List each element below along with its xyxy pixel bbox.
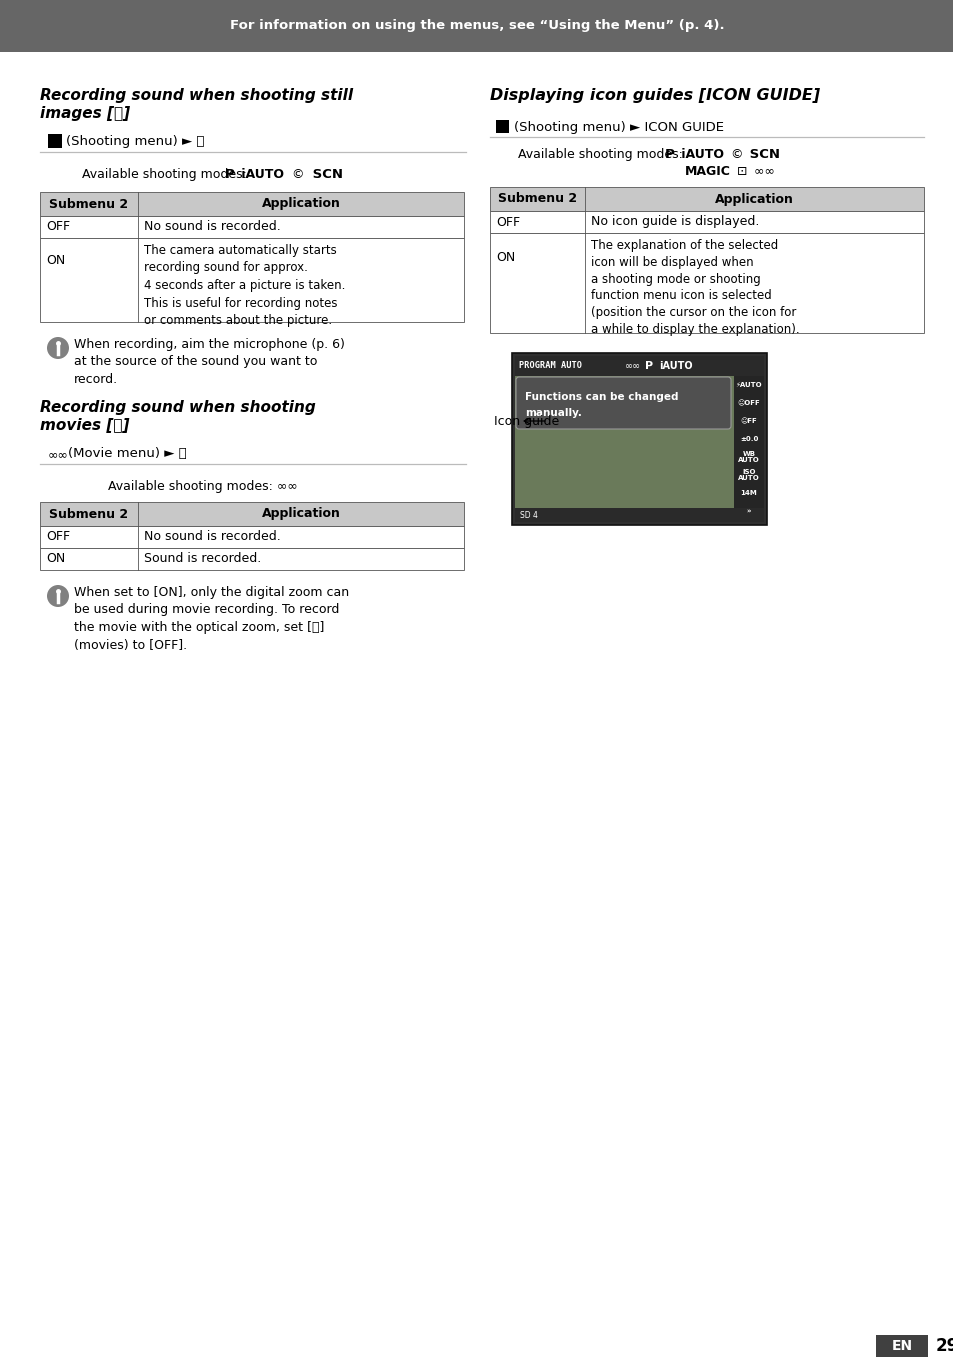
Text: The explanation of the selected
icon will be displayed when
a shooting mode or s: The explanation of the selected icon wil… [590,239,799,337]
Text: iAUTO: iAUTO [236,168,284,180]
FancyBboxPatch shape [516,377,730,429]
Bar [40,237,463,322]
Text: manually.: manually. [524,408,581,418]
Text: The camera automatically starts
recording sound for approx.
4 seconds after a pi: The camera automatically starts recordin… [144,244,345,327]
Text: »: » [746,508,750,514]
Text: iAUTO: iAUTO [677,148,723,161]
Text: WB
AUTO: WB AUTO [738,451,760,464]
Circle shape [47,337,69,360]
Bar [733,465,763,484]
Text: ⊡: ⊡ [732,166,747,178]
Bar [40,191,463,216]
Text: 29: 29 [935,1337,953,1356]
Text: OFF: OFF [496,216,519,228]
Text: ☹FF: ☹FF [740,418,757,425]
Bar [512,353,766,525]
Bar [733,413,763,430]
Bar [733,376,763,394]
Text: ±0.0: ±0.0 [739,436,758,442]
Bar [515,356,763,376]
Bar [48,134,62,148]
Text: ∞∞: ∞∞ [624,361,640,370]
Text: ON: ON [46,552,65,566]
Text: Functions can be changed: Functions can be changed [524,392,678,402]
Text: ON: ON [46,254,65,267]
Text: movies [०]: movies [०] [40,418,130,433]
Text: ©: © [288,168,304,180]
Text: ON: ON [496,251,515,265]
Text: Application: Application [715,193,793,205]
Bar [490,187,923,210]
Bar [733,448,763,465]
Text: No sound is recorded.: No sound is recorded. [144,531,280,544]
Text: Available shooting modes:: Available shooting modes: [82,168,247,180]
Text: 14M: 14M [740,490,757,497]
Text: ☹OFF: ☹OFF [737,400,760,406]
Text: SD 4: SD 4 [519,510,537,520]
Text: Icon guide: Icon guide [494,414,558,427]
Circle shape [47,585,69,607]
Text: Available shooting modes: ∞∞: Available shooting modes: ∞∞ [108,480,297,493]
Bar [40,548,463,570]
Text: When recording, aim the microphone (p. 6)
at the source of the sound you want to: When recording, aim the microphone (p. 6… [74,338,345,385]
Text: ⚡AUTO: ⚡AUTO [735,383,761,388]
Text: P: P [664,148,674,161]
Text: Application: Application [261,508,340,521]
Text: ∞∞: ∞∞ [48,448,69,461]
Text: (Shooting menu) ► ०: (Shooting menu) ► ० [66,134,204,148]
Bar [490,210,923,233]
Text: P: P [225,168,234,180]
Text: P: P [644,361,653,370]
Bar [40,216,463,237]
Bar [40,502,463,527]
Bar [733,484,763,502]
Text: Available shooting modes:: Available shooting modes: [517,148,682,161]
Text: OFF: OFF [46,220,71,233]
Text: Submenu 2: Submenu 2 [50,198,129,210]
Text: SCN: SCN [308,168,343,180]
Text: SCN: SCN [744,148,780,161]
Text: images [०]: images [०] [40,106,130,121]
Text: No sound is recorded.: No sound is recorded. [144,220,280,233]
Text: ∞∞: ∞∞ [749,166,774,178]
Bar [733,502,763,520]
Bar [875,1335,927,1357]
Bar [733,430,763,448]
Text: Recording sound when shooting: Recording sound when shooting [40,400,315,415]
Bar [515,356,763,522]
Text: Submenu 2: Submenu 2 [497,193,577,205]
Text: EN: EN [890,1339,912,1353]
Text: Application: Application [261,198,340,210]
Text: iAUTO: iAUTO [659,361,692,370]
Text: Recording sound when shooting still: Recording sound when shooting still [40,88,353,103]
Text: OFF: OFF [46,531,71,544]
Text: For information on using the menus, see “Using the Menu” (p. 4).: For information on using the menus, see … [230,19,723,33]
Bar [40,527,463,548]
Text: No icon guide is displayed.: No icon guide is displayed. [590,216,759,228]
Text: (Movie menu) ► ०: (Movie menu) ► ० [68,446,187,460]
Text: Displaying icon guides [ICON GUIDE]: Displaying icon guides [ICON GUIDE] [490,88,820,103]
Text: When set to [ON], only the digital zoom can
be used during movie recording. To r: When set to [ON], only the digital zoom … [74,586,349,651]
Bar [0,0,953,52]
Bar [496,119,509,133]
Text: Sound is recorded.: Sound is recorded. [144,552,261,566]
Bar [733,394,763,413]
Text: (Shooting menu) ► ICON GUIDE: (Shooting menu) ► ICON GUIDE [514,121,723,134]
Text: MAGIC: MAGIC [684,166,730,178]
Bar [490,233,923,332]
Text: ISO
AUTO: ISO AUTO [738,468,760,482]
Text: PROGRAM AUTO: PROGRAM AUTO [518,361,581,370]
Bar [515,508,763,522]
Text: Submenu 2: Submenu 2 [50,508,129,521]
Text: ©: © [726,148,742,161]
